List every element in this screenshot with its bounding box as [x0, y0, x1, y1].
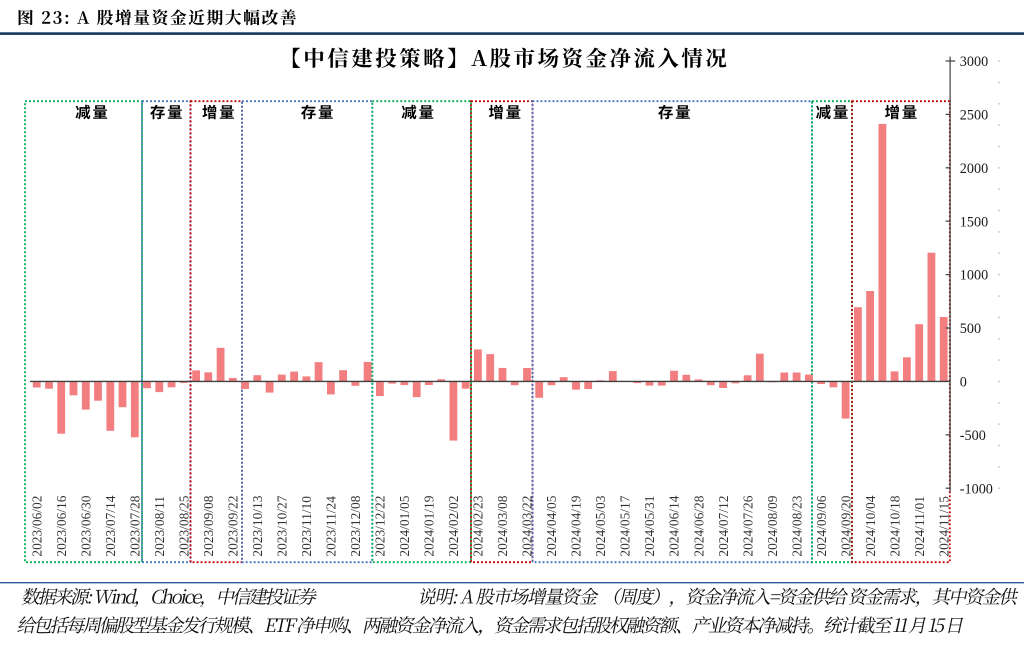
- svg-text:-1000: -1000: [960, 481, 993, 497]
- svg-text:2024/04/19: 2024/04/19: [569, 495, 584, 556]
- svg-text:2024/04/05: 2024/04/05: [544, 495, 559, 556]
- svg-text:2023/08/25: 2023/08/25: [177, 495, 192, 556]
- svg-text:3000: 3000: [960, 54, 988, 70]
- svg-text:2023/06/16: 2023/06/16: [54, 495, 69, 556]
- svg-text:2024/02/23: 2024/02/23: [471, 495, 486, 556]
- svg-text:2024/09/06: 2024/09/06: [814, 495, 829, 556]
- svg-text:2023/06/30: 2023/06/30: [79, 495, 94, 556]
- svg-text:0: 0: [960, 375, 967, 391]
- svg-text:-500: -500: [960, 428, 986, 444]
- svg-text:1500: 1500: [960, 214, 988, 230]
- svg-text:2024/05/17: 2024/05/17: [618, 495, 633, 556]
- svg-text:2024/08/23: 2024/08/23: [789, 495, 804, 556]
- svg-text:2023/09/08: 2023/09/08: [201, 495, 216, 556]
- svg-text:2023/06/02: 2023/06/02: [29, 496, 44, 557]
- svg-text:2024/07/12: 2024/07/12: [716, 496, 731, 557]
- svg-text:2023/08/11: 2023/08/11: [152, 496, 167, 557]
- svg-text:2024/01/19: 2024/01/19: [422, 495, 437, 556]
- svg-text:2024/05/03: 2024/05/03: [593, 495, 608, 556]
- svg-text:2024/07/26: 2024/07/26: [740, 495, 755, 556]
- svg-text:2024/03/08: 2024/03/08: [495, 495, 510, 556]
- svg-text:500: 500: [960, 321, 981, 337]
- svg-text:2024/01/05: 2024/01/05: [397, 495, 412, 556]
- svg-text:1000: 1000: [960, 268, 988, 284]
- svg-text:2023/12/08: 2023/12/08: [348, 495, 363, 556]
- svg-text:2024/10/18: 2024/10/18: [887, 495, 902, 556]
- svg-text:2023/07/14: 2023/07/14: [103, 495, 118, 556]
- svg-text:2024/10/04: 2024/10/04: [863, 495, 878, 556]
- svg-text:2024/08/09: 2024/08/09: [765, 495, 780, 556]
- svg-text:2024/09/20: 2024/09/20: [838, 495, 853, 556]
- svg-text:2023/12/22: 2023/12/22: [373, 496, 388, 557]
- svg-text:2000: 2000: [960, 161, 988, 177]
- svg-text:2024/03/22: 2024/03/22: [520, 496, 535, 557]
- svg-text:2024/06/28: 2024/06/28: [691, 495, 706, 556]
- svg-text:2024/11/15: 2024/11/15: [936, 496, 951, 557]
- svg-text:2023/10/13: 2023/10/13: [250, 495, 265, 556]
- svg-text:2023/10/27: 2023/10/27: [275, 495, 290, 556]
- svg-text:2500: 2500: [960, 108, 988, 124]
- svg-text:2024/06/14: 2024/06/14: [667, 495, 682, 556]
- svg-text:2023/09/22: 2023/09/22: [226, 496, 241, 557]
- svg-text:2023/07/28: 2023/07/28: [128, 495, 143, 556]
- svg-text:2024/11/01: 2024/11/01: [912, 496, 927, 557]
- svg-text:2023/11/24: 2023/11/24: [324, 496, 339, 557]
- svg-text:2024/05/31: 2024/05/31: [642, 496, 657, 557]
- svg-text:2023/11/10: 2023/11/10: [299, 496, 314, 557]
- svg-text:2024/02/02: 2024/02/02: [446, 496, 461, 557]
